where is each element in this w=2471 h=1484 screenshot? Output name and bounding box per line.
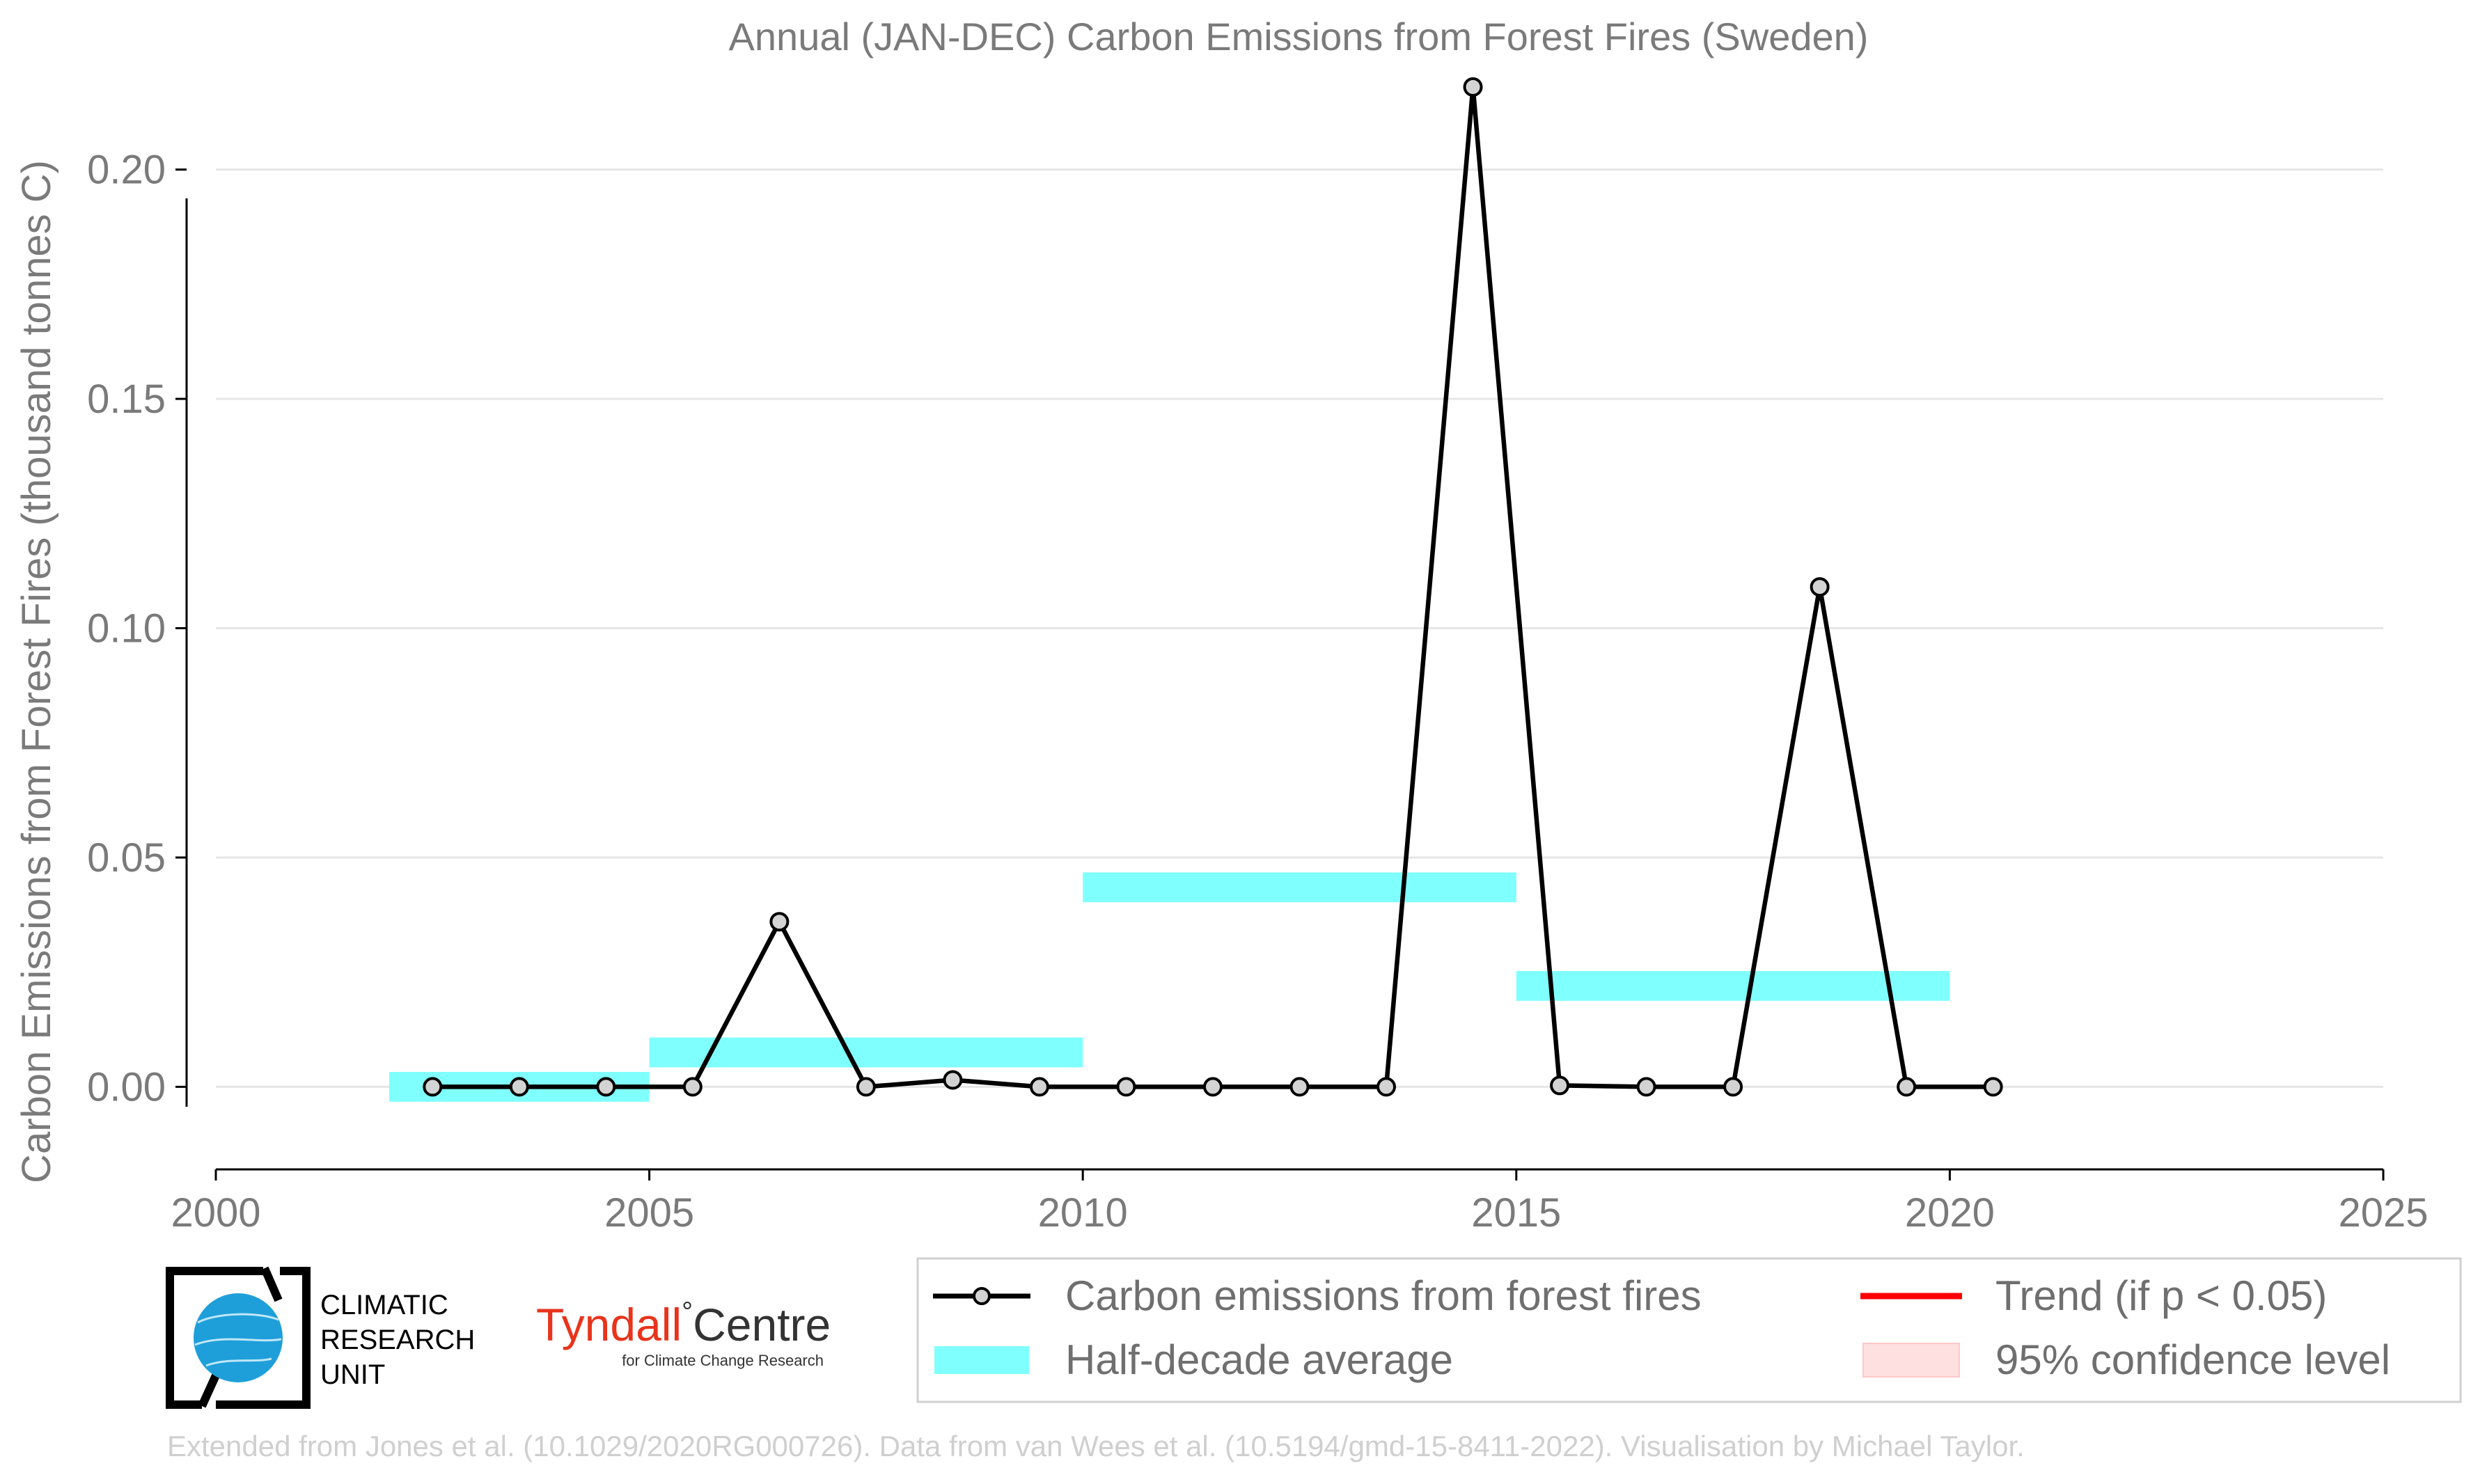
data-point: [1029, 1077, 1049, 1097]
y-axis-label: Carbon Emissions from Forest Fires (thou…: [14, 160, 59, 1183]
tyndall-logo-word2: Centre: [693, 1299, 831, 1350]
axes: 0.00 0.05 0.10 0.15 0.20 2000 2005 2010 2015 2020…: [87, 148, 2428, 1236]
y-tick-label: 0.20: [87, 148, 166, 193]
credit-line: Extended from Jones et al. (10.1029/2020…: [167, 1430, 2025, 1462]
data-point: [1376, 1077, 1397, 1097]
legend-label-trend: Trend (if p < 0.05): [1995, 1272, 2327, 1319]
emissions-line: [432, 84, 1993, 1089]
legend-label-confidence: 95% confidence level: [1995, 1336, 2390, 1383]
chart-title: Annual (JAN-DEC) Carbon Emissions from F…: [729, 15, 1869, 58]
data-point: [1202, 1077, 1223, 1097]
cru-logo-slash-bottom: [198, 1373, 220, 1408]
half-decade-average-bar: [649, 1037, 1083, 1068]
data-point: [1983, 1077, 2003, 1097]
x-tick-label: 2005: [604, 1190, 694, 1236]
half-decade-average-bar: [1516, 971, 1950, 1001]
tyndall-logo-name: Tyndall°Centre: [536, 1297, 831, 1350]
legend-confidence-swatch: [1862, 1343, 1960, 1378]
cru-logo: CLIMATIC RESEARCH UNIT: [166, 1266, 475, 1409]
tyndall-logo-degree: °: [682, 1297, 693, 1327]
data-point: [1550, 1075, 1570, 1096]
x-tick-label: 2025: [2338, 1190, 2428, 1236]
data-point: [682, 1077, 703, 1097]
data-point: [856, 1077, 876, 1097]
tyndall-logo-word1: Tyndall: [536, 1299, 682, 1350]
x-tick-label: 2020: [1905, 1190, 1995, 1236]
cru-logo-slash-top: [260, 1266, 283, 1302]
legend: Carbon emissions from forest fires Half-…: [916, 1257, 2462, 1403]
cru-logo-text-line3: UNIT: [320, 1359, 385, 1390]
data-point: [769, 912, 790, 932]
globe-icon-swirl: [197, 1313, 279, 1324]
data-point: [1463, 77, 1483, 97]
cru-logo-bracket-right: [216, 1267, 311, 1409]
y-tick-label: 0.10: [87, 606, 166, 652]
data-point: [1289, 1077, 1310, 1097]
x-tick-label: 2015: [1471, 1190, 1561, 1236]
data-point: [423, 1077, 443, 1097]
globe-icon-swirl: [194, 1338, 282, 1346]
data-point: [943, 1070, 963, 1090]
globe-icon: [194, 1293, 283, 1382]
y-tick-label: 0.00: [87, 1064, 166, 1110]
tyndall-logo-subtitle: for Climate Change Research: [622, 1352, 824, 1369]
half-decade-average-bands: [389, 872, 1950, 1102]
data-point: [1723, 1077, 1743, 1097]
grid-lines: [216, 168, 2383, 1088]
legend-label-emissions: Carbon emissions from forest fires: [1065, 1272, 1702, 1319]
tyndall-logo: Tyndall°Centre for Climate Change Resear…: [536, 1297, 831, 1369]
x-tick-label: 2010: [1038, 1190, 1128, 1236]
cru-logo-text-line1: CLIMATIC: [320, 1290, 448, 1320]
data-point: [1810, 577, 1830, 597]
y-tick-label: 0.05: [87, 835, 166, 881]
cru-logo-text-line2: RESEARCH: [320, 1325, 475, 1355]
y-tick-label: 0.15: [87, 377, 166, 422]
data-point: [509, 1077, 529, 1097]
data-point: [1897, 1077, 1917, 1097]
data-point: [1116, 1077, 1136, 1097]
legend-frame: [916, 1257, 2462, 1403]
legend-band-swatch: [934, 1346, 1029, 1374]
cru-logo-bracket-left: [166, 1267, 263, 1409]
legend-marker-swatch: [973, 1287, 991, 1305]
data-point: [596, 1077, 616, 1097]
data-point: [1636, 1077, 1656, 1097]
globe-icon-swirl: [205, 1357, 272, 1367]
x-tick-label: 2000: [171, 1190, 260, 1236]
half-decade-average-bar: [1083, 872, 1516, 903]
legend-label-half-decade: Half-decade average: [1065, 1336, 1453, 1383]
emissions-series: [423, 77, 2003, 1097]
